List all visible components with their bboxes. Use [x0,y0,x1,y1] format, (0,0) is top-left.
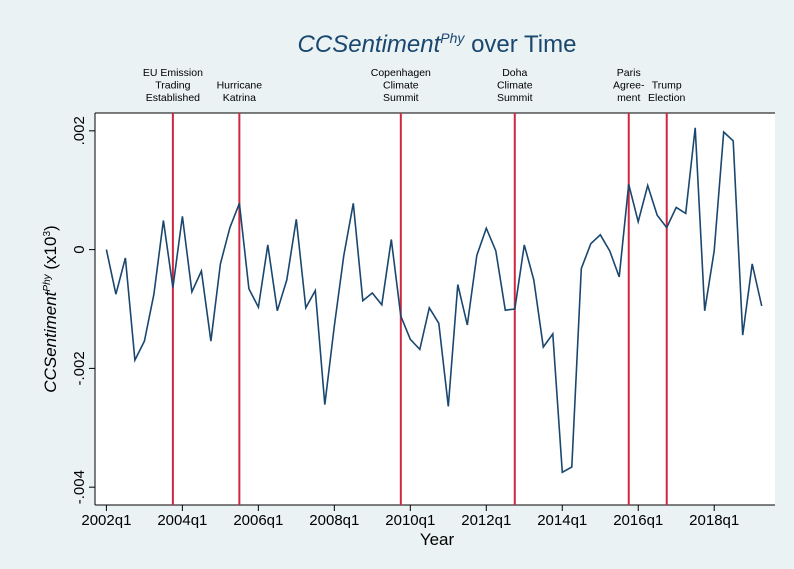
x-tick-label: 2014q1 [537,512,587,529]
chart-title: CCSentimentPhy over Time [298,30,577,58]
y-tick-label: -.004 [71,470,88,504]
series-line [105,127,763,474]
ylabel-part: ) [41,225,60,231]
event-label: Established [146,92,200,104]
event-label: Paris [617,67,641,79]
event-label: Climate [383,80,419,92]
event-label: Climate [497,80,533,92]
y-axis-title: CCSentimentPhy (x103) [41,225,60,392]
event-label: Copenhagen [371,67,431,79]
event-label: Agree- [613,80,645,92]
x-tick-label: 2016q1 [613,512,663,529]
x-tick-label: 2018q1 [689,512,739,529]
event-label: Summit [497,92,533,104]
ylabel-part: (x10 [41,237,60,275]
x-tick-label: 2012q1 [461,512,511,529]
plot-area [95,113,775,505]
ylabel-sup: Phy [42,273,53,291]
event-label: Trading [155,80,190,92]
title-part: over Time [464,31,576,58]
y-tick-label: .002 [71,116,88,145]
x-tick-label: 2004q1 [157,512,207,529]
event-label: Hurricane [217,80,263,92]
title-sup: Phy [440,30,465,46]
ylabel-sup: 3 [42,231,53,237]
event-label: Doha [502,67,527,79]
event-label: Election [648,92,686,104]
x-tick-label: 2008q1 [309,512,359,529]
event-label: ment [617,92,640,104]
event-label: Summit [383,92,419,104]
event-label: EU Emission [143,67,203,79]
event-label: Trump [652,80,682,92]
x-tick-label: 2006q1 [233,512,283,529]
title-part: CCSentiment [298,31,442,58]
event-label: Katrina [223,92,256,104]
y-tick-label: -.002 [71,351,88,385]
y-tick-label: 0 [71,245,88,253]
ylabel-part: CCSentiment [41,290,60,392]
x-tick-label: 2002q1 [81,512,131,529]
x-axis-title: Year [420,530,455,549]
x-tick-label: 2010q1 [385,512,435,529]
